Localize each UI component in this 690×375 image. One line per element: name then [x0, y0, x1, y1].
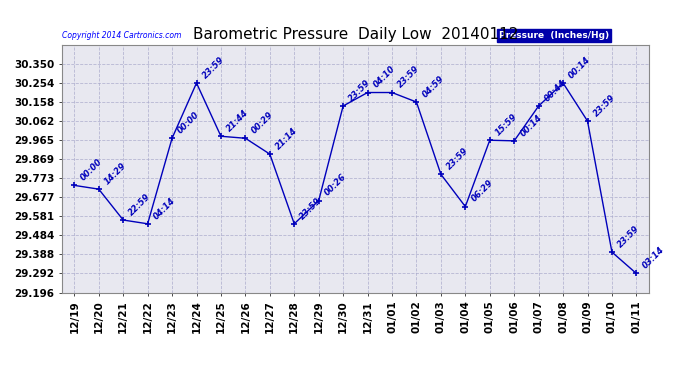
Text: 00:29: 00:29 — [250, 110, 275, 135]
Text: 23:59: 23:59 — [298, 196, 324, 221]
Title: Barometric Pressure  Daily Low  20140112: Barometric Pressure Daily Low 20140112 — [193, 27, 518, 42]
Text: 22:59: 22:59 — [128, 192, 152, 217]
Text: 00:00: 00:00 — [79, 157, 104, 183]
Text: 23:59: 23:59 — [616, 224, 642, 249]
Text: 04:14: 04:14 — [152, 196, 177, 221]
Text: 14:29: 14:29 — [103, 161, 128, 186]
Text: 03:14: 03:14 — [640, 245, 666, 271]
Text: 23:59: 23:59 — [347, 78, 373, 103]
Text: 00:14: 00:14 — [567, 55, 593, 80]
Text: 15:59: 15:59 — [494, 112, 520, 138]
Text: 23:59: 23:59 — [591, 93, 617, 118]
Text: 23:59: 23:59 — [445, 146, 471, 171]
Text: 23:59: 23:59 — [201, 55, 226, 80]
Text: 00:44: 00:44 — [543, 78, 568, 103]
Text: 00:00: 00:00 — [176, 110, 201, 135]
Text: 21:44: 21:44 — [225, 108, 250, 134]
Text: 00:26: 00:26 — [323, 172, 348, 198]
Text: 04:10: 04:10 — [372, 64, 397, 90]
Text: 04:59: 04:59 — [421, 74, 446, 99]
Text: 21:14: 21:14 — [274, 126, 299, 152]
Text: 06:29: 06:29 — [469, 178, 495, 204]
Text: 23:59: 23:59 — [396, 64, 422, 90]
Text: Pressure  (Inches/Hg): Pressure (Inches/Hg) — [499, 31, 609, 40]
Text: Copyright 2014 Cartronics.com: Copyright 2014 Cartronics.com — [62, 31, 181, 40]
Text: 00:14: 00:14 — [518, 112, 544, 138]
